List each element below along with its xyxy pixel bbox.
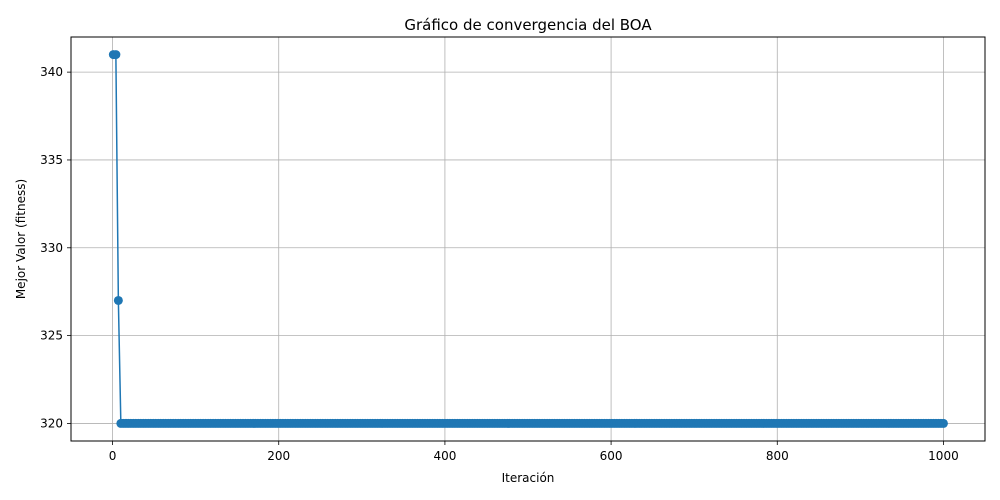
data-point xyxy=(938,418,948,428)
data-point xyxy=(113,295,123,305)
y-axis-label: Mejor Valor (fitness) xyxy=(14,179,28,299)
x-tick-label: 600 xyxy=(600,449,623,463)
y-tick-label: 330 xyxy=(40,241,63,255)
y-tick-label: 335 xyxy=(40,153,63,167)
data-point xyxy=(111,50,121,60)
series-line xyxy=(113,53,944,425)
plot-frame xyxy=(70,36,986,442)
chart-title: Gráfico de convergencia del BOA xyxy=(404,16,652,34)
x-tick-label: 200 xyxy=(267,449,290,463)
grid xyxy=(71,37,985,441)
x-tick-label: 800 xyxy=(766,449,789,463)
y-tick-label: 325 xyxy=(40,329,63,343)
x-axis: 0 200 400 600 800 1000 xyxy=(109,441,959,463)
x-tick-label: 400 xyxy=(433,449,456,463)
series-layer xyxy=(108,50,948,428)
x-tick-label: 1000 xyxy=(928,449,959,463)
y-axis: 320 325 330 335 340 xyxy=(40,65,71,430)
y-tick-label: 320 xyxy=(40,416,63,430)
x-tick-label: 0 xyxy=(109,449,117,463)
y-tick-label: 340 xyxy=(40,65,63,79)
x-axis-label: Iteración xyxy=(502,471,555,485)
